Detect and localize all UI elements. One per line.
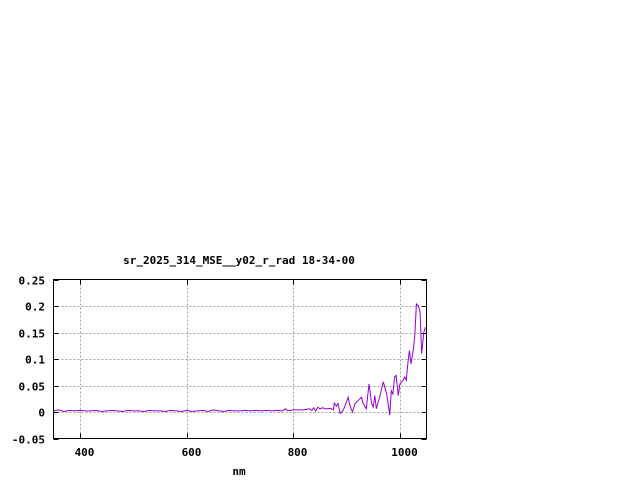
y-tick-label: 0 bbox=[38, 407, 45, 420]
y-tick-label: 0.05 bbox=[19, 381, 46, 394]
x-tick-label: 800 bbox=[288, 446, 308, 459]
x-tick-label: 400 bbox=[75, 446, 95, 459]
x-axis-label: nm bbox=[232, 465, 246, 478]
plot-frame bbox=[53, 279, 427, 439]
chart-title: sr_2025_314_MSE__y02_r_rad 18-34-00 bbox=[123, 254, 355, 267]
ticks: 400 600 800 1000 -0.05 0 0.05 0.1 0.15 0.2 0.25 bbox=[12, 275, 427, 459]
y-tick-label: 0.2 bbox=[25, 301, 45, 314]
grid bbox=[53, 279, 427, 439]
x-tick-label: 600 bbox=[182, 446, 202, 459]
y-tick-label: 0.1 bbox=[25, 354, 45, 367]
y-tick-label: -0.05 bbox=[12, 434, 45, 447]
y-tick-label: 0.15 bbox=[19, 328, 46, 341]
y-tick-label: 0.25 bbox=[19, 275, 46, 288]
x-tick-label: 1000 bbox=[391, 446, 418, 459]
series-line bbox=[53, 302, 426, 416]
